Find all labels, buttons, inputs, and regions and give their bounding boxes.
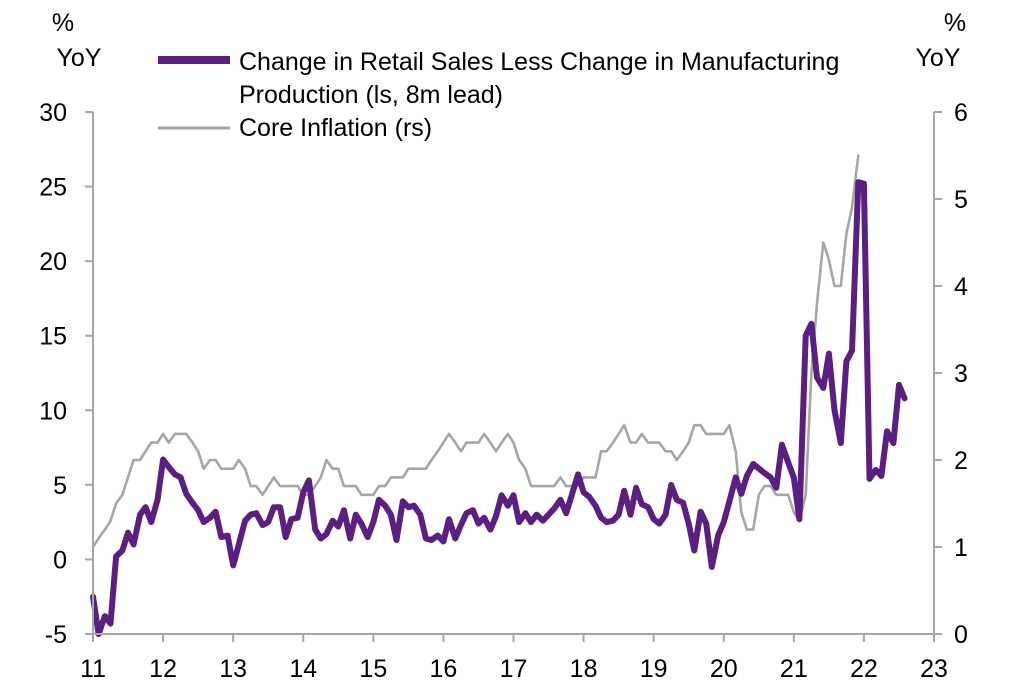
- left-axis-tick-label: 25: [39, 174, 67, 202]
- right-axis-tick-label: 1: [954, 534, 968, 562]
- legend-label-retail-sales-line2: Production (ls, 8m lead): [239, 81, 503, 109]
- right-axis-unit-percent: %: [944, 9, 966, 37]
- left-axis-tick-label: 30: [39, 99, 67, 127]
- right-axis-tick-label: 5: [954, 186, 968, 214]
- series-line-retail-sales-less-manufacturing: [90, 179, 908, 637]
- x-axis-tick-label: 11: [80, 655, 106, 683]
- x-axis-tick-label: 14: [289, 655, 317, 683]
- x-axis-tick-label: 20: [710, 655, 738, 683]
- left-axis-tick-label: 15: [39, 323, 67, 351]
- left-axis-tick-label: 20: [39, 248, 67, 276]
- x-axis-tick-label: 17: [500, 655, 528, 683]
- legend-label-retail-sales-line1: Change in Retail Sales Less Change in Ma…: [239, 48, 839, 76]
- left-axis-tick-label: -5: [45, 621, 67, 649]
- left-axis-unit-percent: %: [52, 9, 74, 37]
- x-axis-tick-label: 21: [780, 655, 808, 683]
- left-axis-tick-label: 0: [53, 546, 67, 574]
- x-axis-tick-label: 16: [430, 655, 458, 683]
- x-axis-tick-label: 13: [219, 655, 247, 683]
- left-axis-tick-label: 5: [53, 472, 67, 500]
- x-axis-tick-label: 19: [640, 655, 668, 683]
- x-axis-tick-label: 12: [149, 655, 177, 683]
- right-axis-tick-label: 3: [954, 360, 968, 388]
- right-axis-tick-label: 0: [954, 621, 968, 649]
- right-axis-unit-yoy: YoY: [916, 44, 961, 72]
- right-axis-tick-label: 4: [954, 273, 968, 301]
- left-axis-unit-yoy: YoY: [57, 44, 102, 72]
- legend: Change in Retail Sales Less Change in Ma…: [158, 48, 839, 142]
- right-axis-tick-label: 6: [954, 99, 968, 127]
- x-axis-tick-label: 22: [850, 655, 878, 683]
- series-line-core-inflation: [91, 154, 860, 549]
- x-axis-tick-label: 23: [920, 655, 948, 683]
- legend-label-core-inflation: Core Inflation (rs): [239, 114, 432, 142]
- right-axis-tick-label: 2: [954, 447, 968, 475]
- left-axis-tick-label: 10: [39, 397, 67, 425]
- x-axis-tick-label: 15: [359, 655, 387, 683]
- x-axis-tick-label: 18: [570, 655, 598, 683]
